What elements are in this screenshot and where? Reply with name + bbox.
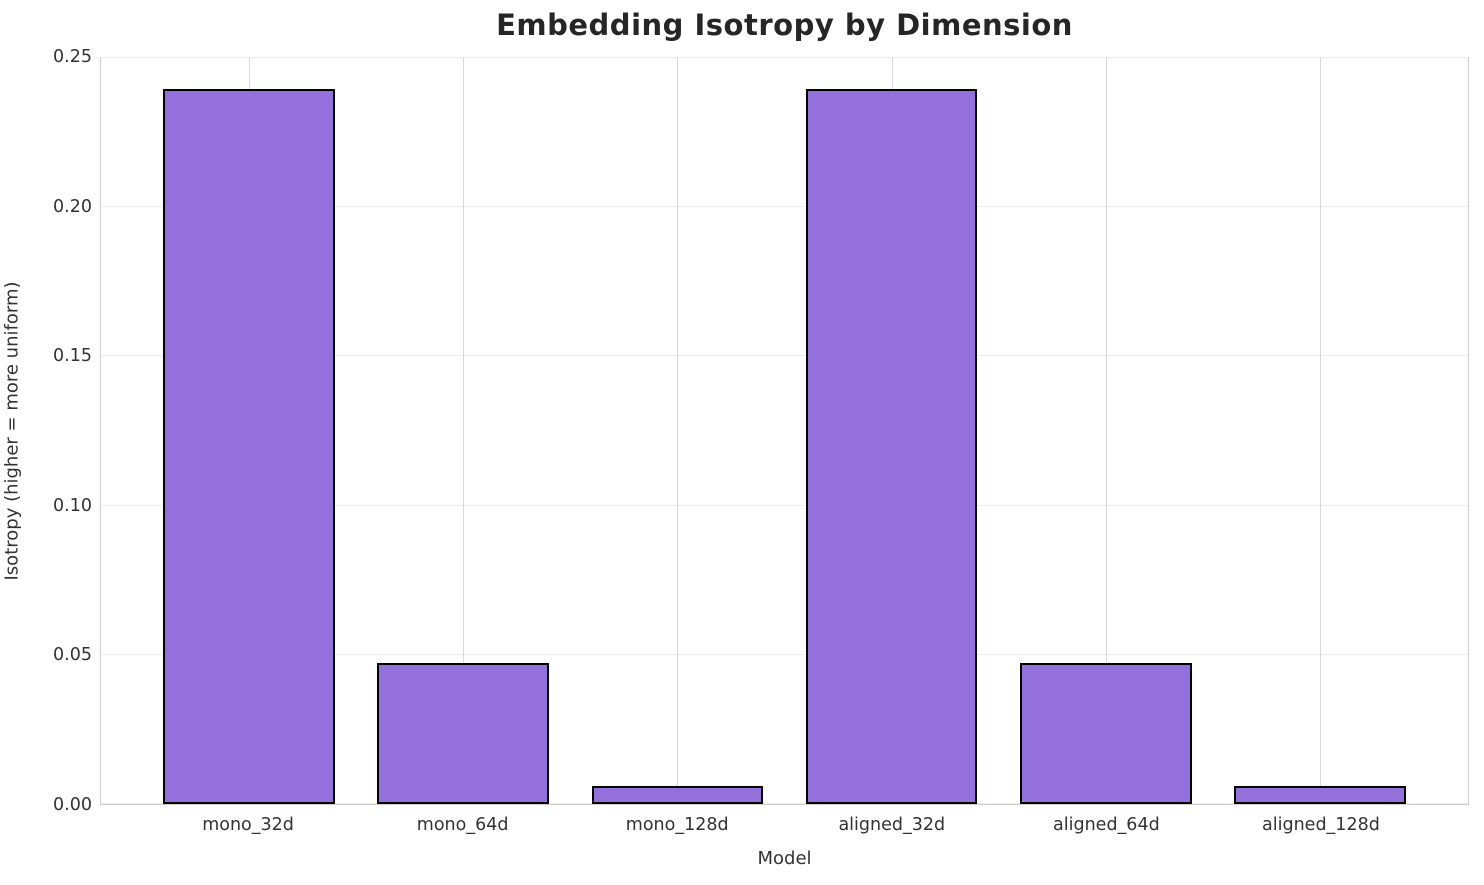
x-gridline xyxy=(1320,58,1322,804)
x-tick-label: mono_64d xyxy=(416,815,509,835)
bar-mono_32d xyxy=(163,88,335,804)
y-tick-label: 0.25 xyxy=(53,47,92,67)
x-tick-label: mono_32d xyxy=(202,815,294,835)
y-gridline xyxy=(101,653,1468,655)
y-axis-label: Isotropy (higher = more uniform) xyxy=(1,281,23,581)
y-gridline xyxy=(101,803,1468,804)
y-gridline xyxy=(101,355,1468,357)
x-tick-label: aligned_64d xyxy=(1053,815,1160,835)
bar-mono_128d xyxy=(591,786,764,804)
x-tick-label: mono_128d xyxy=(625,815,729,835)
x-gridline xyxy=(1105,58,1107,804)
y-gridline xyxy=(101,206,1468,208)
y-tick-label: 0.10 xyxy=(53,495,92,516)
y-tick-label: 0.15 xyxy=(53,346,92,367)
y-tick-label: 0.00 xyxy=(53,795,92,815)
y-gridline xyxy=(101,504,1468,506)
bar-aligned_32d xyxy=(805,88,978,804)
x-tick-label: aligned_128d xyxy=(1262,815,1380,835)
bar-aligned_128d xyxy=(1234,786,1406,804)
y-gridline xyxy=(101,57,1468,58)
x-axis-label: Model xyxy=(757,848,812,869)
bar-aligned_64d xyxy=(1020,663,1192,804)
y-tick-label: 0.05 xyxy=(53,645,92,666)
plot-area xyxy=(100,57,1469,805)
x-gridline xyxy=(677,58,679,804)
x-gridline xyxy=(463,58,465,804)
chart-title: Embedding Isotropy by Dimension xyxy=(496,8,1073,42)
bar-mono_64d xyxy=(377,663,549,804)
y-tick-label: 0.20 xyxy=(53,196,92,217)
x-tick-label: aligned_32d xyxy=(838,815,946,835)
